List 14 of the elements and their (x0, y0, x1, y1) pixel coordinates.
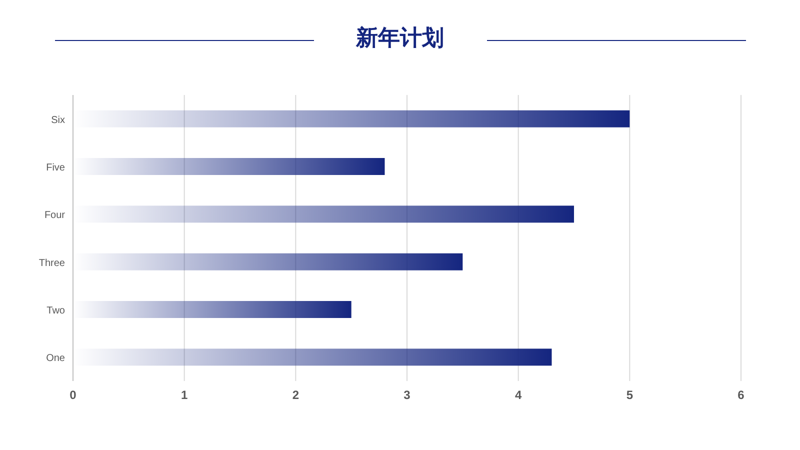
x-tick-label: 0 (70, 388, 77, 402)
y-tick-label: Four (44, 210, 66, 222)
y-tick-label: Six (51, 114, 65, 126)
chart-title: 新年计划 (355, 25, 444, 50)
x-tick-label: 1 (180, 388, 188, 402)
y-tick-label: Three (38, 258, 66, 269)
y-tick-label: Two (46, 306, 66, 316)
x-tick-label: 5 (626, 388, 634, 402)
x-tick-label: 4 (514, 388, 522, 402)
x-tick-label: 3 (404, 388, 411, 402)
y-tick-label: Five (46, 162, 66, 174)
x-tick-label: 6 (738, 388, 745, 402)
y-tick-label: One (46, 353, 66, 364)
x-tick-label: 2 (292, 388, 300, 402)
